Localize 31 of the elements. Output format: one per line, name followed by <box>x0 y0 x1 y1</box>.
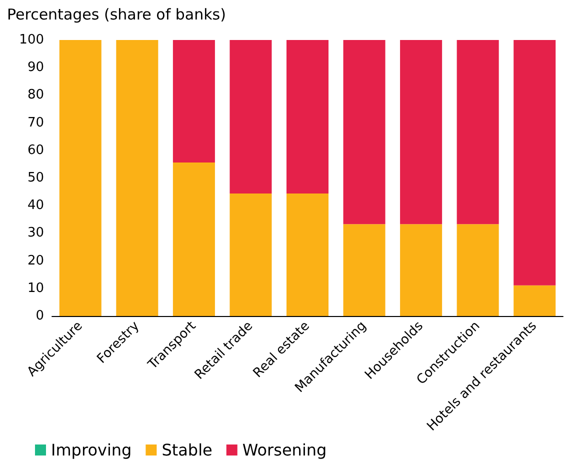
bar <box>172 40 215 163</box>
y-tick-label: 30 <box>27 226 44 241</box>
bar <box>456 224 499 316</box>
y-tick-label: 90 <box>27 60 44 76</box>
y-tick-label: 70 <box>27 115 44 130</box>
bar <box>230 40 272 194</box>
bar <box>343 40 386 224</box>
bar <box>400 224 442 316</box>
y-tick-label: 50 <box>27 170 44 186</box>
bar <box>230 193 272 316</box>
y-axis-title: Percentages (share of banks) <box>7 6 226 24</box>
y-tick-label: 80 <box>27 88 44 103</box>
legend-label: Worsening <box>242 440 327 460</box>
bar <box>286 40 329 194</box>
bar <box>116 40 158 316</box>
bar <box>172 162 215 316</box>
y-tick-label: 100 <box>19 32 44 48</box>
legend-label: Stable <box>162 440 212 460</box>
bar <box>343 224 386 316</box>
bar <box>514 40 556 286</box>
y-tick-label: 0 <box>36 308 44 324</box>
y-tick-label: 20 <box>27 253 44 268</box>
y-tick-label: 10 <box>27 280 44 296</box>
bar <box>59 40 102 316</box>
y-tick-label: 60 <box>27 142 44 158</box>
legend-label: Improving <box>51 440 132 460</box>
bar <box>400 40 442 224</box>
bar <box>286 193 329 316</box>
bar <box>456 40 499 224</box>
y-tick-label: 40 <box>27 198 44 214</box>
bar <box>514 285 556 316</box>
